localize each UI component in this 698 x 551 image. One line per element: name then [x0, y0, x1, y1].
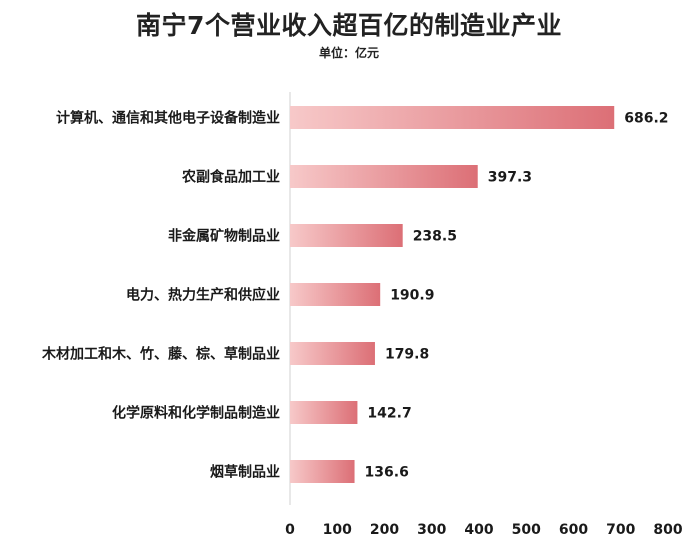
bar [290, 460, 355, 483]
data-label: 142.7 [367, 406, 411, 422]
x-tick-label: 600 [559, 522, 588, 538]
data-label: 179.8 [385, 347, 429, 363]
data-label: 190.9 [390, 288, 434, 304]
category-label: 化学原料和化学制品制造业 [112, 405, 280, 422]
bar [290, 283, 381, 306]
x-tick-label: 0 [285, 522, 295, 538]
x-tick-label: 300 [417, 522, 446, 538]
data-label: 238.5 [413, 229, 457, 245]
data-label: 397.3 [488, 170, 532, 186]
x-tick-label: 400 [464, 522, 493, 538]
bar [290, 342, 375, 365]
bar [290, 224, 403, 247]
category-label: 烟草制品业 [210, 464, 280, 481]
category-label: 计算机、通信和其他电子设备制造业 [56, 110, 280, 127]
data-label: 686.2 [624, 111, 668, 127]
x-tick-label: 800 [653, 522, 682, 538]
x-tick-label: 200 [370, 522, 399, 538]
bar [290, 401, 358, 424]
data-label: 136.6 [365, 465, 409, 481]
category-label: 非金属矿物制品业 [168, 228, 280, 245]
x-tick-label: 100 [323, 522, 352, 538]
bar [290, 106, 615, 129]
x-tick-label: 700 [606, 522, 635, 538]
category-label: 农副食品加工业 [181, 169, 280, 186]
category-label: 电力、热力生产和供应业 [126, 287, 280, 304]
chart-title: 南宁7个营业收入超百亿的制造业产业 [136, 11, 562, 40]
bar [290, 165, 478, 188]
x-tick-label: 500 [512, 522, 541, 538]
chart-unit-label: 单位：亿元 [318, 46, 379, 60]
category-label: 木材加工和木、竹、藤、棕、草制品业 [41, 346, 280, 363]
